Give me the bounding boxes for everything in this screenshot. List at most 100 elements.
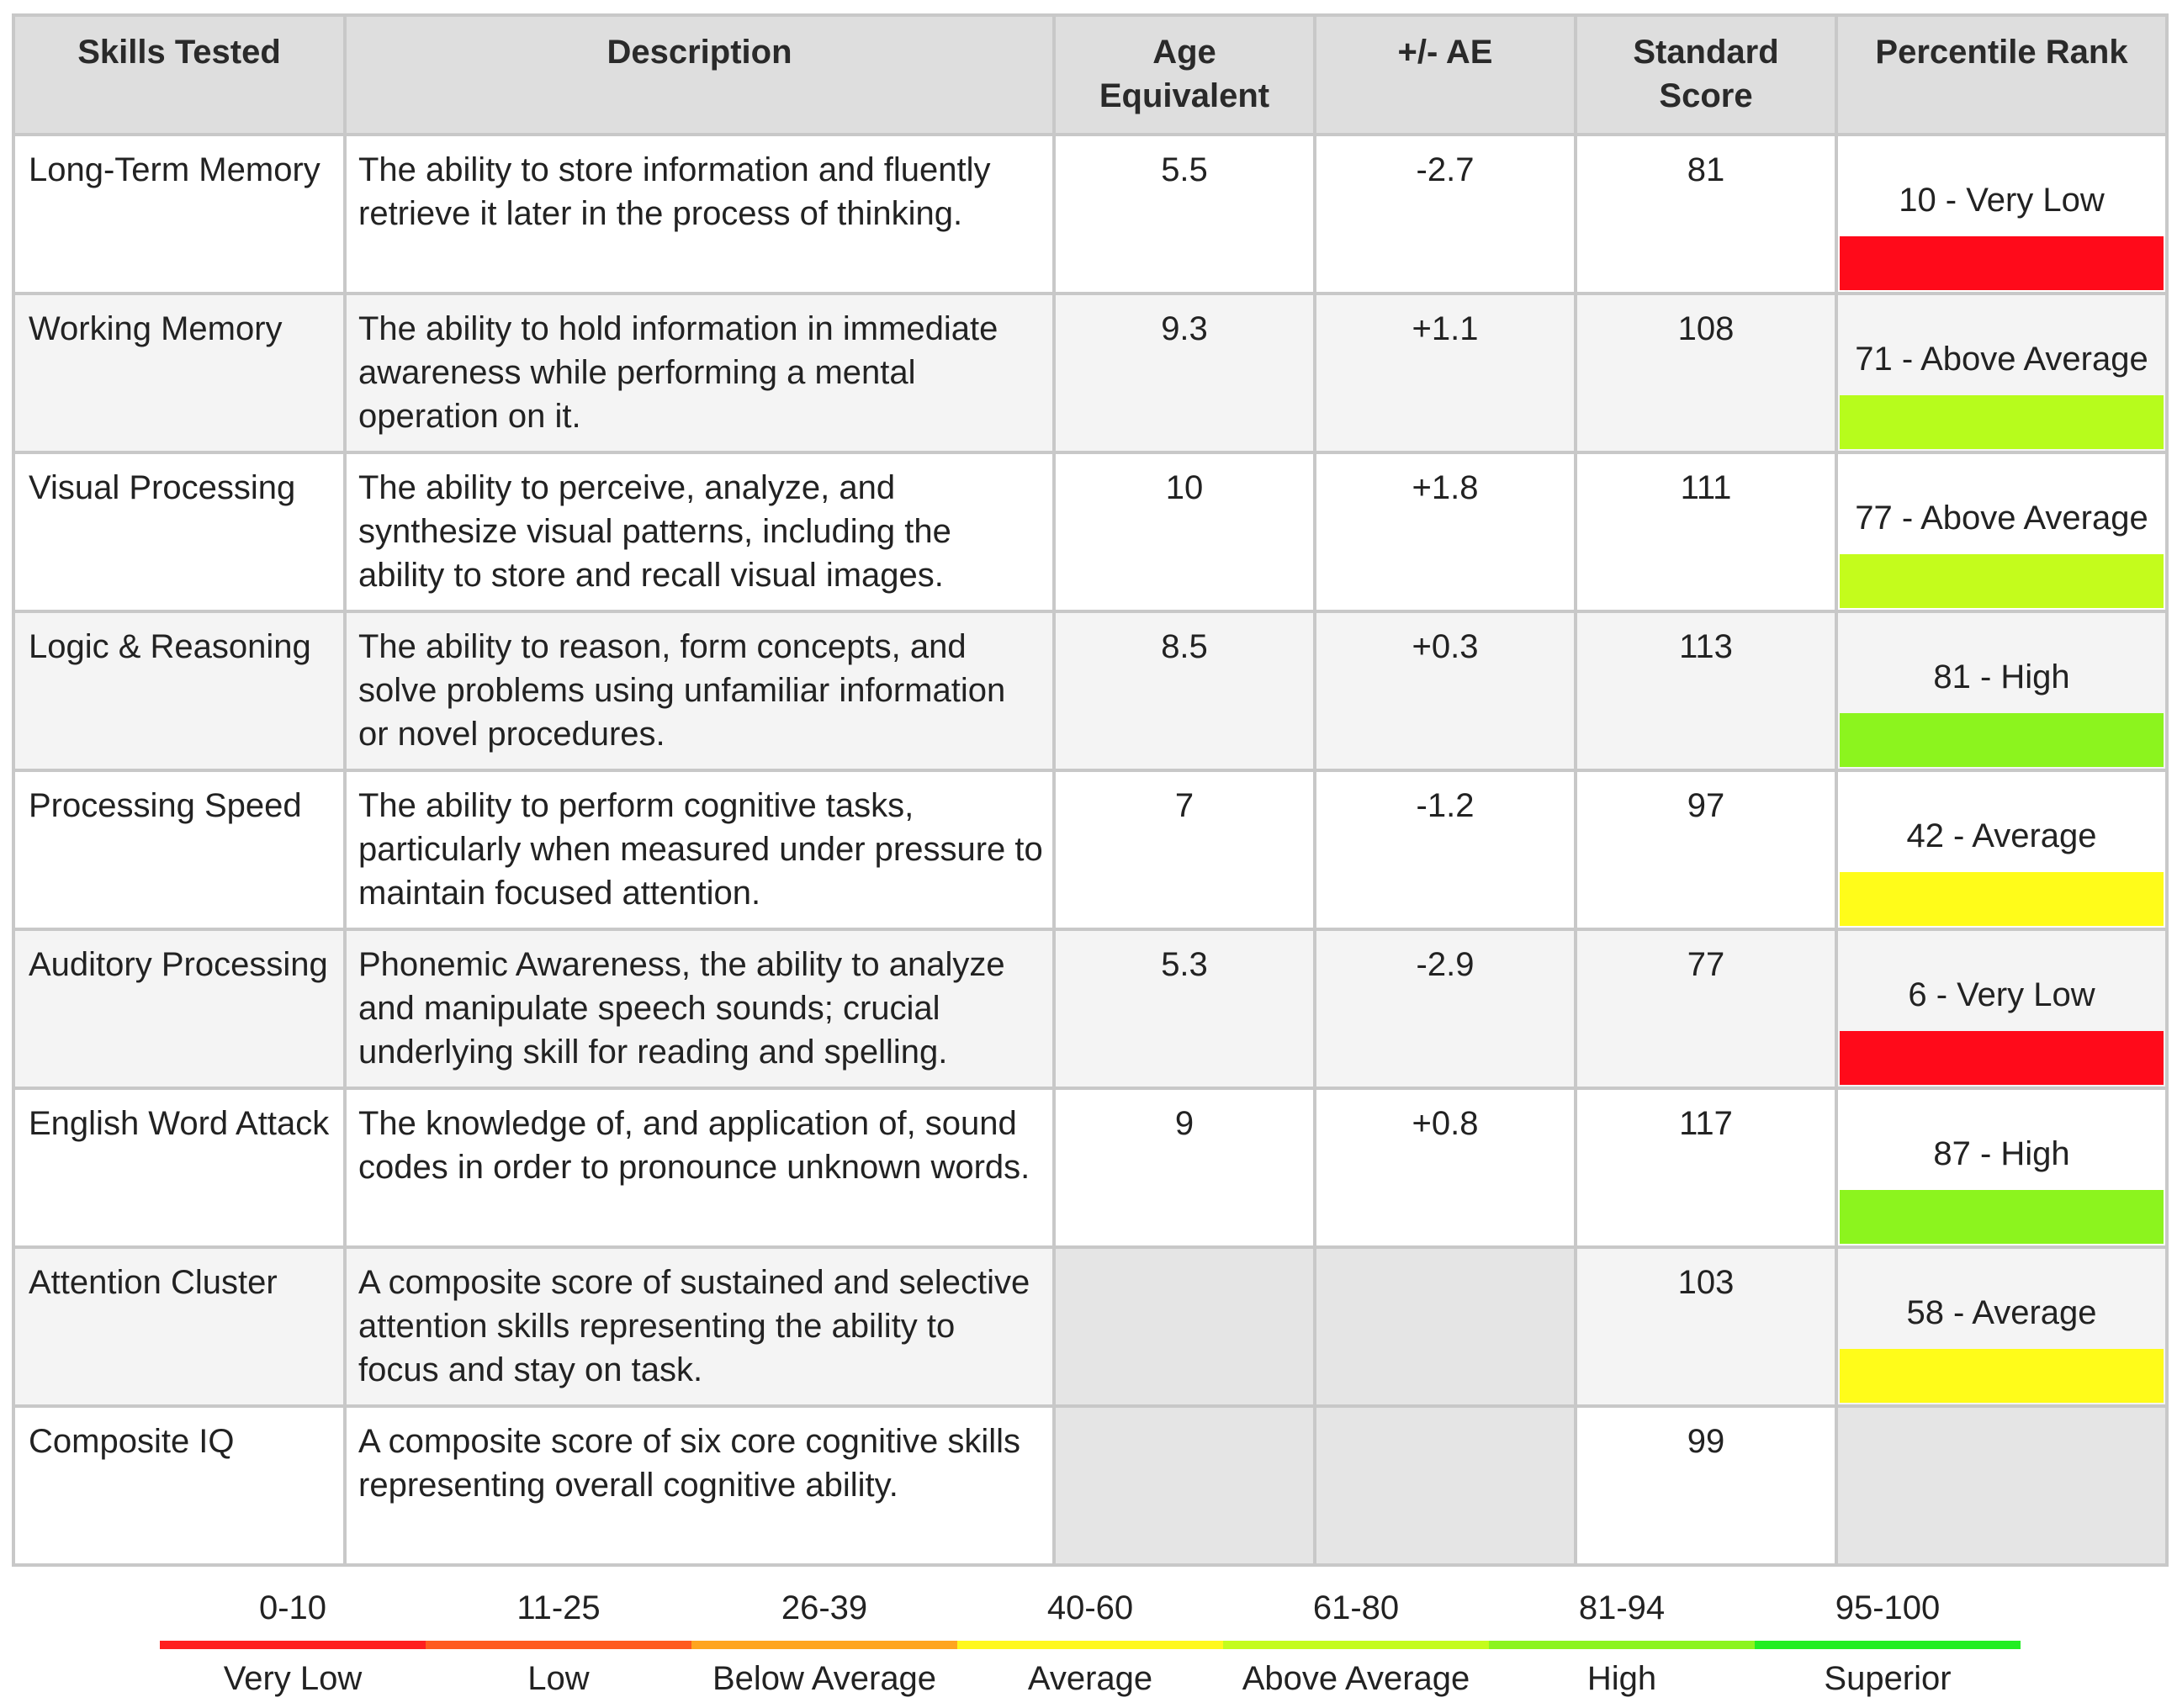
percentile-rank-color-bar bbox=[1840, 395, 2164, 449]
legend-color-bar bbox=[1489, 1641, 1755, 1649]
legend-range: 95-100 bbox=[1835, 1589, 1941, 1626]
standard-score-value: 97 bbox=[1574, 769, 1838, 931]
header-ae-difference: +/- AE bbox=[1313, 13, 1577, 136]
age-equivalent-value bbox=[1052, 1245, 1316, 1408]
percentile-rank-label: 42 - Average bbox=[1906, 817, 2097, 854]
age-equivalent-value: 9 bbox=[1052, 1087, 1316, 1249]
legend-segment: 0-10 Very Low bbox=[160, 1586, 426, 1697]
percentile-rank-color-bar bbox=[1840, 236, 2164, 290]
percentile-rank-color-bar bbox=[1840, 1190, 2164, 1244]
skill-description: Phonemic Awareness, the ability to analy… bbox=[343, 928, 1056, 1090]
legend-label: High bbox=[1586, 1660, 1657, 1697]
standard-score-value: 81 bbox=[1574, 133, 1838, 295]
age-equivalent-value: 7 bbox=[1052, 769, 1316, 931]
age-equivalent-value bbox=[1052, 1404, 1316, 1567]
percentile-rank-cell bbox=[1835, 1404, 2169, 1567]
legend-color-bar bbox=[426, 1641, 691, 1649]
percentile-rank-label: 81 - High bbox=[1933, 658, 2070, 695]
ae-difference-value: +0.3 bbox=[1313, 610, 1577, 772]
table-row: Working Memory The ability to hold inform… bbox=[12, 292, 2169, 454]
age-equivalent-value: 5.5 bbox=[1052, 133, 1316, 295]
standard-score-value: 103 bbox=[1574, 1245, 1838, 1408]
standard-score-value: 111 bbox=[1574, 451, 1838, 613]
skill-name: Attention Cluster bbox=[12, 1245, 347, 1408]
standard-score-value: 77 bbox=[1574, 928, 1838, 1090]
skills-report-table: Skills Tested Description Age Equivalent… bbox=[12, 13, 2169, 1567]
table-row: Attention Cluster A composite score of su… bbox=[12, 1245, 2169, 1408]
percentile-rank-color-bar bbox=[1840, 1349, 2164, 1403]
ae-difference-value: -2.9 bbox=[1313, 928, 1577, 1090]
legend-label: Above Average bbox=[1242, 1660, 1470, 1697]
legend-range: 11-25 bbox=[516, 1589, 601, 1626]
age-equivalent-value: 9.3 bbox=[1052, 292, 1316, 454]
standard-score-value: 117 bbox=[1574, 1087, 1838, 1249]
legend-segment: 26-39 Below Average bbox=[691, 1586, 957, 1697]
table-row: English Word Attack The knowledge of, and… bbox=[12, 1087, 2169, 1249]
header-age-equivalent: Age Equivalent bbox=[1052, 13, 1316, 136]
legend-range: 26-39 bbox=[781, 1589, 868, 1626]
skill-description: The ability to hold information in immed… bbox=[343, 292, 1056, 454]
percentile-rank-label: 58 - Average bbox=[1906, 1294, 2097, 1331]
percentile-rank-label: 10 - Very Low bbox=[1899, 182, 2105, 219]
legend-segment: 11-25 Low bbox=[426, 1586, 691, 1697]
percentile-rank-label: 6 - Very Low bbox=[1908, 976, 2095, 1013]
table-row: Composite IQ A composite score of six cor… bbox=[12, 1404, 2169, 1567]
percentile-rank-cell: 42 - Average bbox=[1835, 769, 2169, 931]
header-skills-tested: Skills Tested bbox=[12, 13, 347, 136]
skill-description: The ability to perform cognitive tasks, … bbox=[343, 769, 1056, 931]
percentile-rank-color-bar bbox=[1840, 1031, 2164, 1085]
skill-description: A composite score of sustained and selec… bbox=[343, 1245, 1056, 1408]
skill-name: Composite IQ bbox=[12, 1404, 347, 1567]
legend-segment: 95-100 Superior bbox=[1755, 1586, 2021, 1697]
standard-score-value: 113 bbox=[1574, 610, 1838, 772]
table-row: Long-Term Memory The ability to store inf… bbox=[12, 133, 2169, 295]
ae-difference-value: +0.8 bbox=[1313, 1087, 1577, 1249]
percentile-rank-color-bar bbox=[1840, 713, 2164, 767]
ae-difference-value: +1.8 bbox=[1313, 451, 1577, 613]
percentile-rank-cell: 81 - High bbox=[1835, 610, 2169, 772]
skill-description: The ability to reason, form concepts, an… bbox=[343, 610, 1056, 772]
percentile-rank-color-bar bbox=[1840, 872, 2164, 926]
standard-score-value: 99 bbox=[1574, 1404, 1838, 1567]
percentile-rank-color-bar bbox=[1840, 554, 2164, 608]
skill-name: Logic & Reasoning bbox=[12, 610, 347, 772]
ae-difference-value bbox=[1313, 1404, 1577, 1567]
ae-difference-value: -1.2 bbox=[1313, 769, 1577, 931]
skill-name: Auditory Processing bbox=[12, 928, 347, 1090]
legend-color-bar bbox=[1223, 1641, 1489, 1649]
legend-label: Average bbox=[1027, 1660, 1153, 1697]
legend-segment: 40-60 Average bbox=[957, 1586, 1223, 1697]
legend-color-bar bbox=[160, 1641, 426, 1649]
percentile-rank-cell: 58 - Average bbox=[1835, 1245, 2169, 1408]
percentile-rank-label: 77 - Above Average bbox=[1855, 500, 2148, 537]
skill-description: The knowledge of, and application of, so… bbox=[343, 1087, 1056, 1249]
skill-name: Working Memory bbox=[12, 292, 347, 454]
skill-description: A composite score of six core cognitive … bbox=[343, 1404, 1056, 1567]
legend-label: Superior bbox=[1824, 1660, 1952, 1697]
legend-range: 40-60 bbox=[1046, 1589, 1134, 1626]
percentile-rank-cell: 6 - Very Low bbox=[1835, 928, 2169, 1090]
header-description: Description bbox=[343, 13, 1056, 136]
ae-difference-value: -2.7 bbox=[1313, 133, 1577, 295]
percentile-rank-cell: 87 - High bbox=[1835, 1087, 2169, 1249]
percentile-legend: 0-10 Very Low 11-25 Low 26-39 Below Average 40… bbox=[160, 1586, 2021, 1704]
skill-name: Processing Speed bbox=[12, 769, 347, 931]
legend-label: Below Average bbox=[712, 1660, 937, 1697]
legend-color-bar bbox=[691, 1641, 957, 1649]
table-row: Auditory Processing Phonemic Awareness, t… bbox=[12, 928, 2169, 1090]
skill-name: English Word Attack bbox=[12, 1087, 347, 1249]
header-standard-score: Standard Score bbox=[1574, 13, 1838, 136]
skill-name: Visual Processing bbox=[12, 451, 347, 613]
header-percentile-rank: Percentile Rank bbox=[1835, 13, 2169, 136]
skill-name: Long-Term Memory bbox=[12, 133, 347, 295]
ae-difference-value bbox=[1313, 1245, 1577, 1408]
legend-color-bar bbox=[1755, 1641, 2021, 1649]
skill-description: The ability to store information and flu… bbox=[343, 133, 1056, 295]
percentile-rank-cell: 71 - Above Average bbox=[1835, 292, 2169, 454]
legend-range: 81-94 bbox=[1578, 1589, 1666, 1626]
table-row: Logic & Reasoning The ability to reason, … bbox=[12, 610, 2169, 772]
legend-color-bar bbox=[957, 1641, 1223, 1649]
table-header-row: Skills Tested Description Age Equivalent… bbox=[12, 13, 2169, 136]
legend-segment: 61-80 Above Average bbox=[1223, 1586, 1489, 1697]
age-equivalent-value: 5.3 bbox=[1052, 928, 1316, 1090]
